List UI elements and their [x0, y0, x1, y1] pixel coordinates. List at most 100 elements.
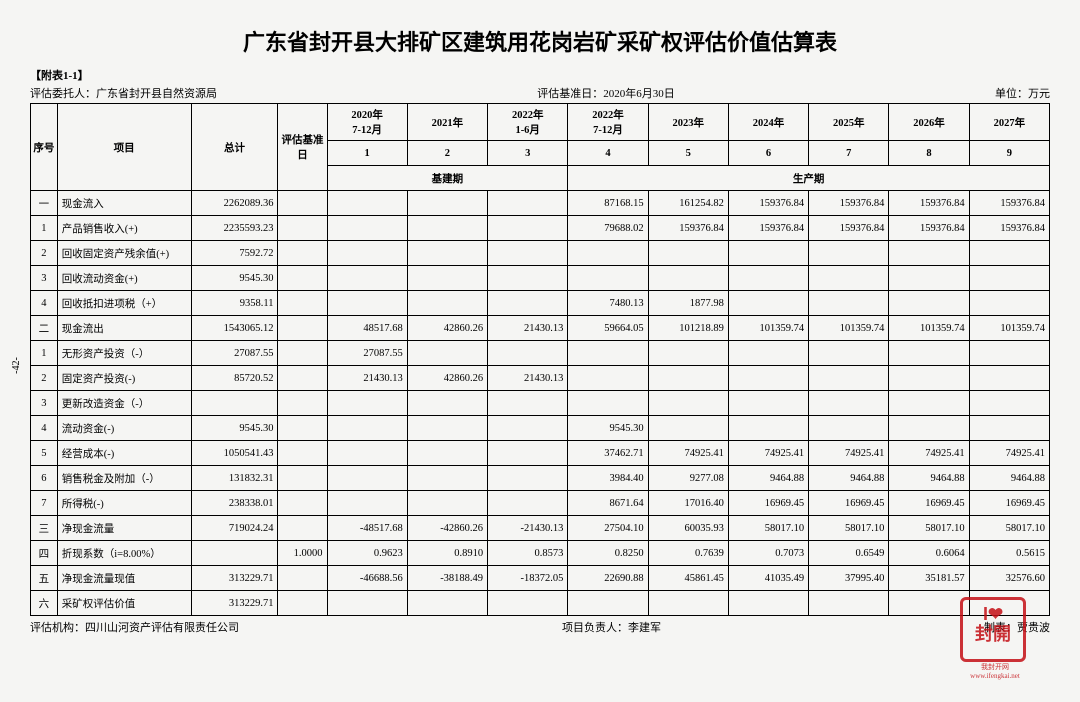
- row-value: [728, 416, 808, 441]
- row-value: [889, 266, 969, 291]
- row-value: [568, 391, 648, 416]
- row-value: [327, 216, 407, 241]
- row-value: [969, 266, 1049, 291]
- col-total: 总计: [191, 104, 278, 191]
- row-value: 21430.13: [488, 366, 568, 391]
- row-value: [407, 341, 487, 366]
- row-value: 16969.45: [728, 491, 808, 516]
- row-value: [728, 241, 808, 266]
- row-value: 159376.84: [728, 191, 808, 216]
- col-period: 2026年: [889, 104, 969, 141]
- row-value: 0.9623: [327, 541, 407, 566]
- row-total: 9545.30: [191, 266, 278, 291]
- row-value: 27504.10: [568, 516, 648, 541]
- row-label: 现金流入: [57, 191, 191, 216]
- row-value: [568, 591, 648, 616]
- col-num: 9: [969, 141, 1049, 166]
- row-value: [488, 391, 568, 416]
- row-value: [488, 291, 568, 316]
- col-period: 2024年: [728, 104, 808, 141]
- row-value: 9464.88: [728, 466, 808, 491]
- row-value: 101218.89: [648, 316, 728, 341]
- table-row: 四折现系数（i=8.00%）1.00000.96230.89100.85730.…: [31, 541, 1050, 566]
- base-date-label: 评估基准日：: [537, 88, 603, 100]
- row-value: [728, 266, 808, 291]
- row-value: 159376.84: [648, 216, 728, 241]
- row-base: [278, 341, 327, 366]
- row-label: 折现系数（i=8.00%）: [57, 541, 191, 566]
- row-label: 采矿权评估价值: [57, 591, 191, 616]
- row-value: [568, 241, 648, 266]
- row-base: [278, 516, 327, 541]
- row-value: 0.8250: [568, 541, 648, 566]
- col-seq: 序号: [31, 104, 58, 191]
- row-value: [889, 416, 969, 441]
- row-label: 回收流动资金(+): [57, 266, 191, 291]
- row-value: [809, 341, 889, 366]
- col-num: 4: [568, 141, 648, 166]
- row-seq: 3: [31, 266, 58, 291]
- row-value: [648, 266, 728, 291]
- row-value: 159376.84: [969, 216, 1049, 241]
- col-period: 2021年: [407, 104, 487, 141]
- row-value: 48517.68: [327, 316, 407, 341]
- row-value: [488, 216, 568, 241]
- row-value: [488, 341, 568, 366]
- row-label: 无形资产投资（-）: [57, 341, 191, 366]
- row-value: [568, 366, 648, 391]
- row-value: -48517.68: [327, 516, 407, 541]
- row-total: 719024.24: [191, 516, 278, 541]
- row-label: 经营成本(-): [57, 441, 191, 466]
- row-value: [488, 191, 568, 216]
- row-label: 净现金流量现值: [57, 566, 191, 591]
- row-value: 74925.41: [809, 441, 889, 466]
- row-base: [278, 416, 327, 441]
- col-num: 1: [327, 141, 407, 166]
- row-total: 9358.11: [191, 291, 278, 316]
- stamp-line1: I❤: [963, 604, 1023, 624]
- base-date-value: 2020年6月30日: [603, 88, 675, 100]
- row-value: [648, 366, 728, 391]
- row-total: 238338.01: [191, 491, 278, 516]
- row-value: [648, 591, 728, 616]
- row-value: [407, 416, 487, 441]
- row-value: 16969.45: [809, 491, 889, 516]
- row-seq: 4: [31, 291, 58, 316]
- col-num: 5: [648, 141, 728, 166]
- row-value: 101359.74: [809, 316, 889, 341]
- row-base: [278, 291, 327, 316]
- row-value: [889, 591, 969, 616]
- row-value: 74925.41: [648, 441, 728, 466]
- row-value: [327, 291, 407, 316]
- row-label: 销售税金及附加（-）: [57, 466, 191, 491]
- row-value: 37462.71: [568, 441, 648, 466]
- row-value: 87168.15: [568, 191, 648, 216]
- row-total: 27087.55: [191, 341, 278, 366]
- row-value: [488, 241, 568, 266]
- row-value: [969, 391, 1049, 416]
- row-value: 16969.45: [889, 491, 969, 516]
- row-value: 27087.55: [327, 341, 407, 366]
- row-total: 2235593.23: [191, 216, 278, 241]
- row-value: [327, 491, 407, 516]
- row-value: [809, 266, 889, 291]
- row-label: 回收固定资产残余值(+): [57, 241, 191, 266]
- row-value: 45861.45: [648, 566, 728, 591]
- row-value: [488, 491, 568, 516]
- row-value: 101359.74: [969, 316, 1049, 341]
- table-row: 4回收抵扣进项税（+）9358.117480.131877.98: [31, 291, 1050, 316]
- row-value: 0.8573: [488, 541, 568, 566]
- row-seq: 2: [31, 241, 58, 266]
- row-value: [407, 491, 487, 516]
- row-value: 58017.10: [889, 516, 969, 541]
- row-seq: 1: [31, 341, 58, 366]
- row-seq: 1: [31, 216, 58, 241]
- row-value: [568, 266, 648, 291]
- row-value: [809, 391, 889, 416]
- row-total: 7592.72: [191, 241, 278, 266]
- row-value: 16969.45: [969, 491, 1049, 516]
- table-body: 一现金流入2262089.3687168.15161254.82159376.8…: [31, 191, 1050, 616]
- row-value: [407, 441, 487, 466]
- row-base: [278, 391, 327, 416]
- row-base: [278, 566, 327, 591]
